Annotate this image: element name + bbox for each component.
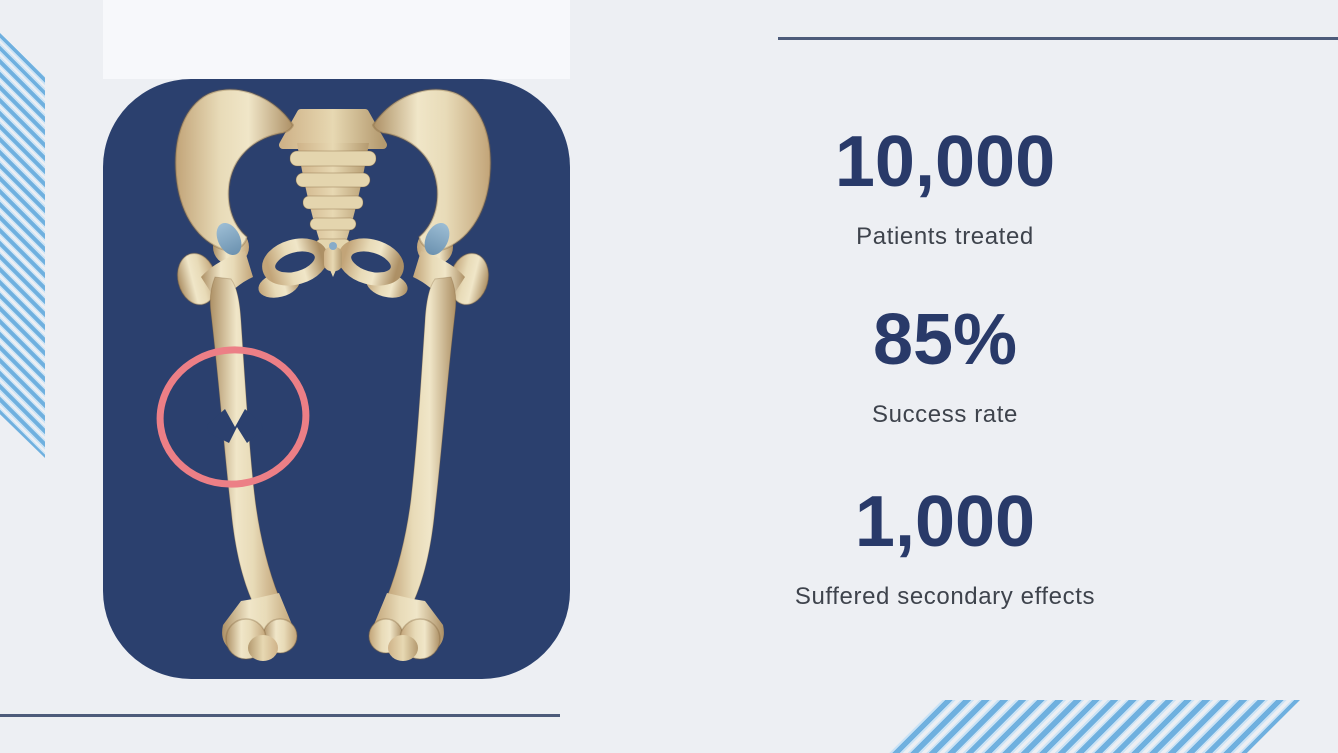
- stats-column: 10,000 Patients treated 85% Success rate…: [745, 0, 1145, 753]
- bottom-left-line-decoration: [0, 714, 560, 717]
- bone-illustration-panel: [103, 79, 570, 679]
- fracture-gap: [207, 409, 263, 443]
- stat-label: Success rate: [872, 401, 1018, 428]
- fracture-highlight-circle: [156, 346, 310, 488]
- stat-label: Suffered secondary effects: [794, 583, 1096, 610]
- top-right-line-decoration: [778, 37, 1338, 40]
- pelvis-bone: [174, 88, 492, 298]
- stat-value: 85%: [872, 300, 1018, 380]
- stat-group-patients-treated: 10,000 Patients treated: [745, 126, 1145, 250]
- right-hip-cartilage: [424, 222, 450, 256]
- bottom-right-hatch-decoration: [885, 700, 1300, 753]
- stat-group-success-rate: 85% Success rate: [745, 304, 1145, 428]
- illustration-backdrop: [103, 0, 570, 79]
- fractured-femur-illustration: [156, 88, 495, 662]
- stat-group-secondary-effects: 1,000 Suffered secondary effects: [745, 486, 1145, 610]
- left-hip-cartilage: [216, 222, 242, 256]
- top-left-hatch-decoration: [0, 33, 45, 458]
- stat-value: 1,000: [854, 482, 1036, 562]
- stat-value: 10,000: [834, 122, 1056, 202]
- stat-label: Patients treated: [856, 223, 1034, 250]
